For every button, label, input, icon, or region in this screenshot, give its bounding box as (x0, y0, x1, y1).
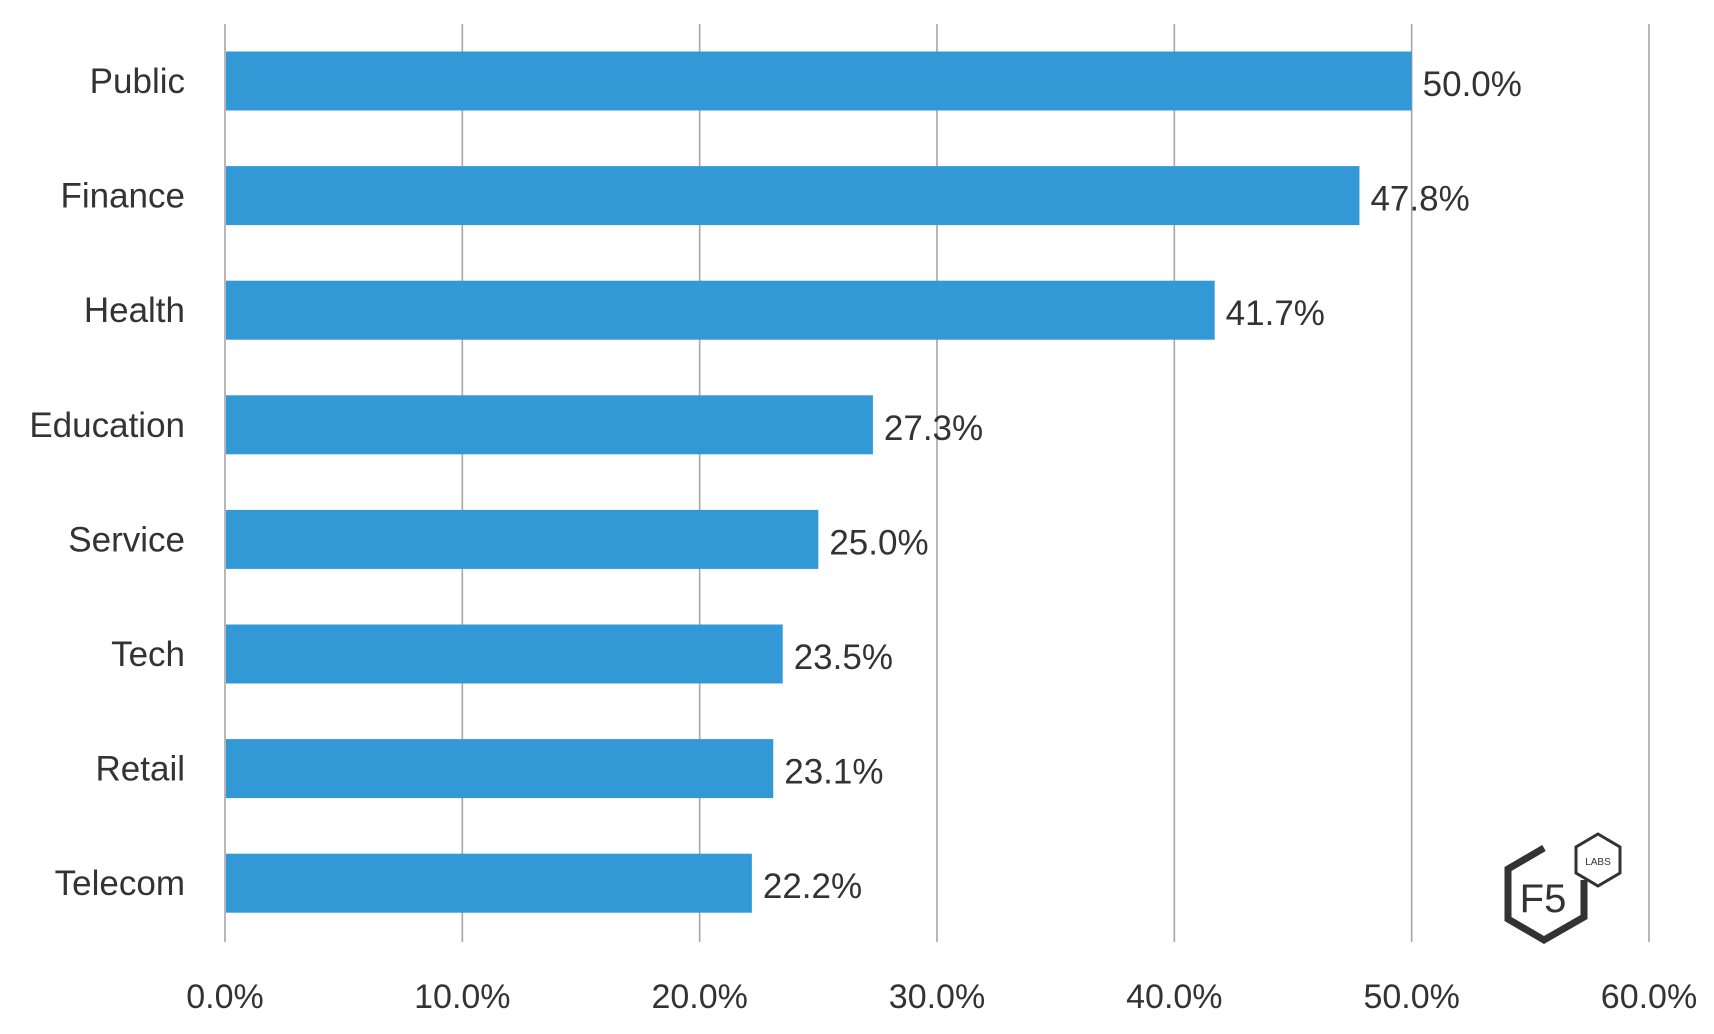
category-label: Health (84, 291, 185, 330)
x-tick-label: 50.0% (1363, 978, 1459, 1016)
bar-telecom (226, 853, 752, 913)
gridlines (224, 24, 1650, 942)
category-label: Service (68, 520, 185, 559)
category-label: Tech (111, 635, 185, 674)
f5-labs-logo: F5 LABS (1504, 832, 1622, 945)
logo-labs-text: LABS (1585, 857, 1611, 868)
x-tick-label: 10.0% (414, 978, 510, 1016)
x-tick-label: 30.0% (889, 978, 985, 1016)
x-tick-label: 0.0% (186, 978, 264, 1016)
category-label: Telecom (55, 864, 185, 903)
category-labels: Public Finance Health Education Service Tech R… (29, 62, 185, 903)
x-tick-labels: 0.0% 10.0% 20.0% 30.0% 40.0% 50.0% 60.0% (186, 978, 1697, 1016)
data-label: 23.5% (794, 638, 893, 677)
bar-tech (226, 624, 783, 684)
category-label: Public (90, 62, 185, 101)
data-label: 27.3% (884, 409, 983, 448)
data-label: 22.2% (763, 867, 862, 906)
category-label: Finance (60, 177, 185, 216)
x-tick-label: 60.0% (1601, 978, 1697, 1016)
bars (226, 51, 1412, 913)
category-label: Retail (96, 750, 185, 789)
bar-public (226, 51, 1412, 111)
data-label: 25.0% (829, 523, 928, 562)
data-label: 50.0% (1423, 65, 1522, 104)
bar-retail (226, 739, 774, 799)
data-label: 47.8% (1370, 180, 1469, 219)
category-label: Education (29, 406, 185, 445)
bar-health (226, 280, 1215, 340)
data-label: 23.1% (784, 753, 883, 792)
bar-education (226, 395, 873, 455)
bar-finance (226, 166, 1360, 226)
logo-f5-text: F5 (1520, 877, 1567, 921)
bar-service (226, 509, 819, 569)
data-label: 41.7% (1226, 294, 1325, 333)
x-tick-label: 40.0% (1126, 978, 1222, 1016)
x-tick-label: 20.0% (651, 978, 747, 1016)
data-labels: 50.0% 47.8% 41.7% 27.3% 25.0% 23.5% 23.1% 22.2% (763, 65, 1522, 906)
